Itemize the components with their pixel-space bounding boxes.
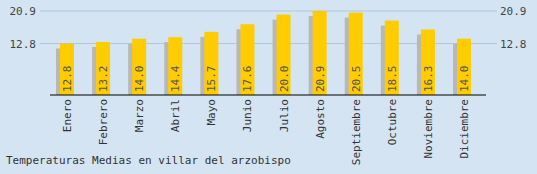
category-label: Enero bbox=[61, 99, 74, 132]
x-axis bbox=[50, 95, 486, 96]
data-label: 15.7 bbox=[205, 66, 218, 93]
data-label: 20.0 bbox=[278, 66, 291, 93]
bar bbox=[421, 29, 435, 95]
category-label: Febrero bbox=[97, 99, 110, 145]
grid-line bbox=[40, 11, 497, 12]
category-label: Marzo bbox=[133, 99, 146, 132]
y-tick-label-right: 12.8 bbox=[500, 38, 527, 51]
data-label: 13.2 bbox=[97, 66, 110, 93]
data-label: 20.5 bbox=[350, 66, 363, 93]
bar bbox=[313, 11, 327, 95]
bar bbox=[277, 15, 291, 95]
category-label: Septiembre bbox=[350, 99, 363, 165]
category-label: Abril bbox=[169, 99, 182, 132]
bar bbox=[60, 44, 74, 95]
data-label: 14.0 bbox=[133, 66, 146, 93]
bar bbox=[168, 37, 182, 95]
bar bbox=[204, 32, 218, 95]
bar bbox=[385, 21, 399, 95]
category-label: Octubre bbox=[386, 99, 399, 145]
bar bbox=[349, 13, 363, 95]
category-label: Julio bbox=[278, 99, 291, 132]
bar bbox=[132, 39, 146, 95]
data-label: 12.8 bbox=[61, 66, 74, 93]
data-label: 18.5 bbox=[386, 66, 399, 93]
category-label: Noviembre bbox=[422, 99, 435, 159]
category-label: Diciembre bbox=[458, 99, 471, 159]
bar bbox=[457, 39, 471, 95]
bar bbox=[96, 42, 110, 95]
data-label: 14.0 bbox=[458, 66, 471, 93]
data-label: 20.9 bbox=[314, 66, 327, 93]
category-label: Mayo bbox=[205, 99, 218, 126]
y-tick-label: 20.9 bbox=[10, 5, 37, 18]
category-label: Junio bbox=[241, 99, 254, 132]
y-tick-label-right: 20.9 bbox=[500, 5, 527, 18]
title: Temperaturas Medias en villar del arzobi… bbox=[6, 154, 291, 167]
data-label: 16.3 bbox=[422, 66, 435, 93]
data-label: 14.4 bbox=[169, 65, 182, 92]
category-label: Agosto bbox=[314, 99, 327, 139]
y-tick-label: 12.8 bbox=[10, 38, 37, 51]
data-label: 17.6 bbox=[241, 66, 254, 93]
bars bbox=[56, 11, 471, 95]
bar bbox=[240, 24, 254, 95]
